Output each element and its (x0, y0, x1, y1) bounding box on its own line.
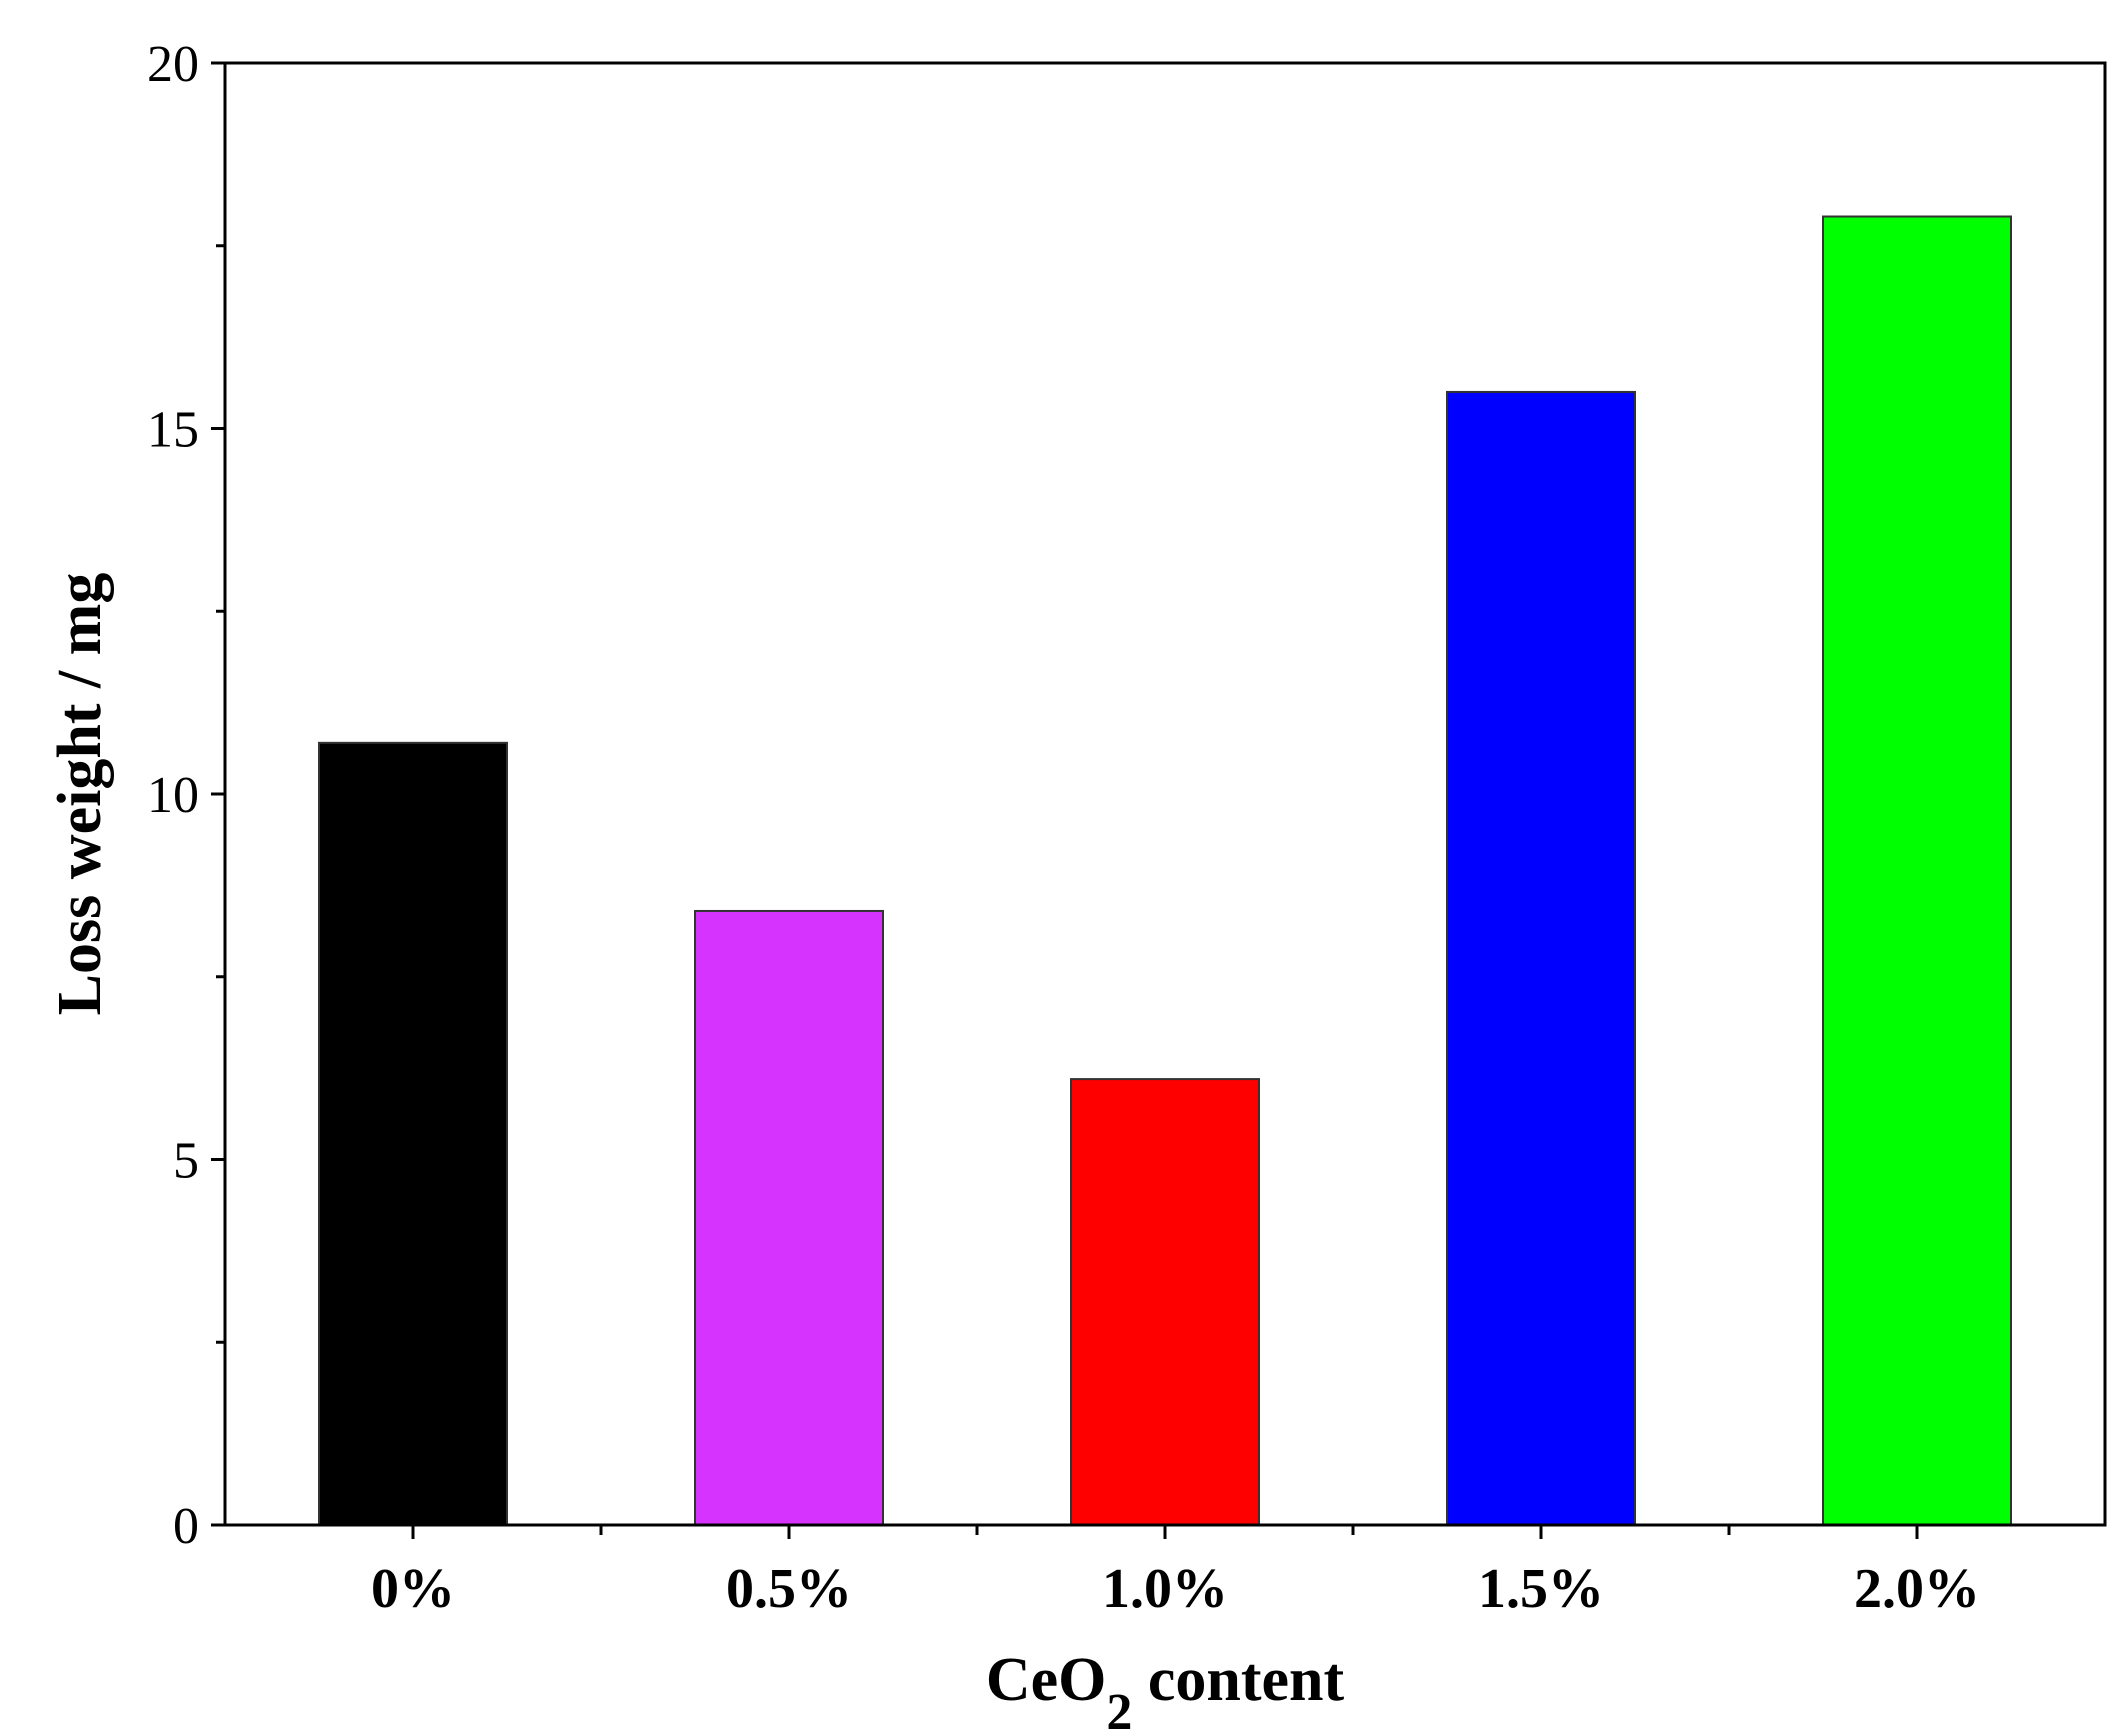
y-tick-label-0: 0 (173, 1498, 199, 1555)
x-axis-title: CeO2 content (986, 1646, 1345, 1735)
x-axis-title-prefix: CeO (986, 1646, 1107, 1714)
bar-0 (318, 741, 508, 1526)
y-axis-tick-labels: 0 5 10 15 20 (147, 36, 199, 1555)
y-axis-title: Loss weight / mg (46, 573, 114, 1016)
x-axis-title-subscript: 2 (1106, 1684, 1132, 1735)
x-tick-label-1: 0.5% (726, 1558, 852, 1620)
x-tick-label-0: 0% (371, 1558, 455, 1620)
x-tick-label-3: 1.5% (1478, 1558, 1604, 1620)
y-tick-label-4: 20 (147, 36, 199, 93)
y-axis-ticks (211, 61, 225, 1527)
bars-group (318, 215, 2012, 1527)
bar-1 (694, 909, 884, 1526)
x-axis-ticks (411, 1525, 1919, 1539)
y-tick-label-1: 5 (173, 1133, 199, 1190)
x-tick-label-4: 2.0% (1854, 1558, 1980, 1620)
bar-4 (1822, 215, 2012, 1526)
x-tick-label-2: 1.0% (1102, 1558, 1228, 1620)
bar-3 (1446, 390, 1636, 1527)
x-axis-tick-labels: 0% 0.5% 1.0% 1.5% 2.0% (371, 1558, 1980, 1620)
y-tick-label-2: 10 (147, 767, 199, 824)
bar-2 (1070, 1078, 1260, 1526)
y-tick-label-3: 15 (147, 402, 199, 459)
x-axis-title-suffix: content (1132, 1646, 1344, 1714)
